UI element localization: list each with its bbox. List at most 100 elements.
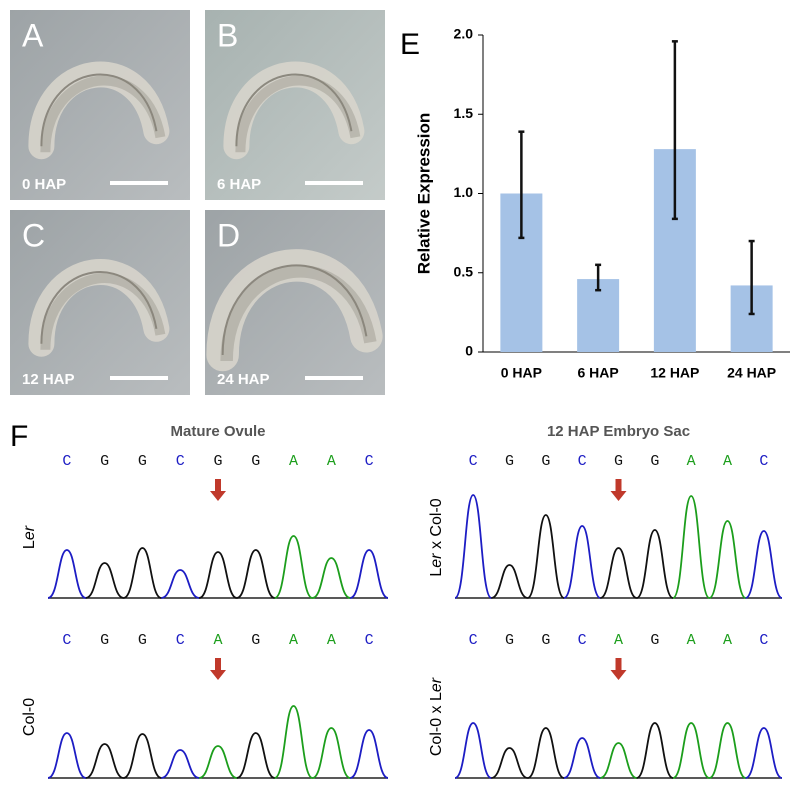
x-tick-label: 24 HAP	[727, 365, 776, 381]
base-call: A	[723, 453, 732, 470]
tissue-inner	[40, 75, 166, 153]
peak	[47, 549, 87, 599]
panel-letter: B	[217, 17, 238, 53]
base-call: C	[759, 632, 768, 649]
trace-label: Ler x Col-0	[428, 498, 445, 576]
error-bar	[595, 263, 602, 292]
base-call: C	[469, 453, 478, 470]
base-call: C	[62, 632, 71, 649]
base-call: A	[723, 632, 732, 649]
base-call: C	[176, 632, 185, 649]
base-call: C	[578, 632, 587, 649]
base-call: G	[138, 453, 147, 470]
label-part: L	[428, 568, 445, 577]
peak	[672, 722, 710, 779]
base-call: C	[578, 453, 587, 470]
peak	[123, 733, 162, 779]
base-call: G	[100, 453, 109, 470]
arrow	[210, 658, 226, 680]
base-call: C	[365, 632, 374, 649]
panel-letter: D	[217, 217, 240, 253]
tissue-inner	[220, 265, 377, 362]
base-call: A	[289, 632, 298, 649]
label-part: er	[428, 677, 445, 692]
peak	[236, 732, 276, 779]
base-call: C	[62, 453, 71, 470]
tissue-inner	[235, 75, 361, 153]
peak	[526, 514, 565, 599]
peak	[745, 530, 783, 599]
peak	[599, 547, 638, 599]
base-call: G	[251, 453, 260, 470]
peak	[349, 729, 389, 779]
base-call: G	[213, 453, 222, 470]
base-call: A	[327, 453, 336, 470]
y-tick-label: 0	[465, 343, 473, 359]
base-call: C	[469, 632, 478, 649]
error-bar	[518, 130, 525, 240]
tissue-edge	[221, 264, 368, 356]
base-call: G	[505, 632, 514, 649]
peak	[198, 745, 238, 779]
scale-bar	[110, 376, 168, 380]
peak	[85, 562, 124, 599]
column-title: Mature Ovule	[170, 423, 265, 440]
arrow	[610, 479, 627, 501]
base-call: A	[614, 632, 623, 649]
peak	[708, 520, 747, 599]
base-call: G	[614, 453, 623, 470]
peak	[454, 494, 493, 599]
peak	[274, 705, 313, 779]
base-call: A	[289, 453, 298, 470]
base-call: G	[541, 632, 550, 649]
label-part: er	[428, 553, 445, 568]
x-tick-label: 0 HAP	[501, 365, 542, 381]
base-call: G	[541, 453, 550, 470]
base-call: A	[213, 632, 222, 649]
peak	[491, 747, 528, 779]
base-call: A	[327, 632, 336, 649]
peak	[123, 547, 162, 599]
column-title: 12 HAP Embryo Sac	[547, 423, 690, 440]
error-bar	[671, 40, 678, 221]
trace-label: Ler	[21, 525, 38, 549]
error-bar	[748, 239, 755, 316]
tissue-edge	[235, 73, 353, 147]
peak	[454, 722, 492, 779]
tissue-edge	[40, 271, 158, 344]
peak	[161, 569, 200, 599]
micrograph: B 6 HAP	[205, 10, 385, 200]
y-tick-label: 0.5	[454, 263, 474, 279]
y-tick-label: 1.0	[454, 184, 474, 200]
trace-label: Col-0 x Ler	[428, 677, 445, 756]
base-call: C	[365, 453, 374, 470]
base-call: C	[176, 453, 185, 470]
peak	[198, 551, 238, 599]
base-call: G	[650, 632, 659, 649]
label-part: Col-0 x L	[428, 692, 445, 756]
scale-bar	[305, 376, 363, 380]
base-call: C	[759, 453, 768, 470]
peak	[349, 549, 389, 599]
base-call: A	[687, 632, 696, 649]
label-part: x Col-0	[428, 498, 445, 553]
peak	[161, 749, 200, 779]
peak	[527, 727, 565, 779]
micrograph-label: 12 HAP	[22, 371, 75, 388]
label-part: L	[21, 540, 38, 549]
arrow	[210, 479, 226, 501]
y-tick-label: 1.5	[454, 105, 474, 121]
peak	[599, 742, 638, 779]
scale-bar	[110, 181, 168, 185]
tissue-edge	[40, 73, 158, 147]
micrograph: C 12 HAP	[10, 210, 190, 395]
peak	[745, 727, 783, 779]
base-call: G	[251, 632, 260, 649]
peak	[312, 557, 351, 599]
base-call: G	[100, 632, 109, 649]
peak	[563, 737, 601, 779]
trace-label: Col-0	[21, 698, 38, 736]
peak	[708, 722, 747, 779]
base-call: A	[687, 453, 696, 470]
peak	[236, 549, 276, 599]
